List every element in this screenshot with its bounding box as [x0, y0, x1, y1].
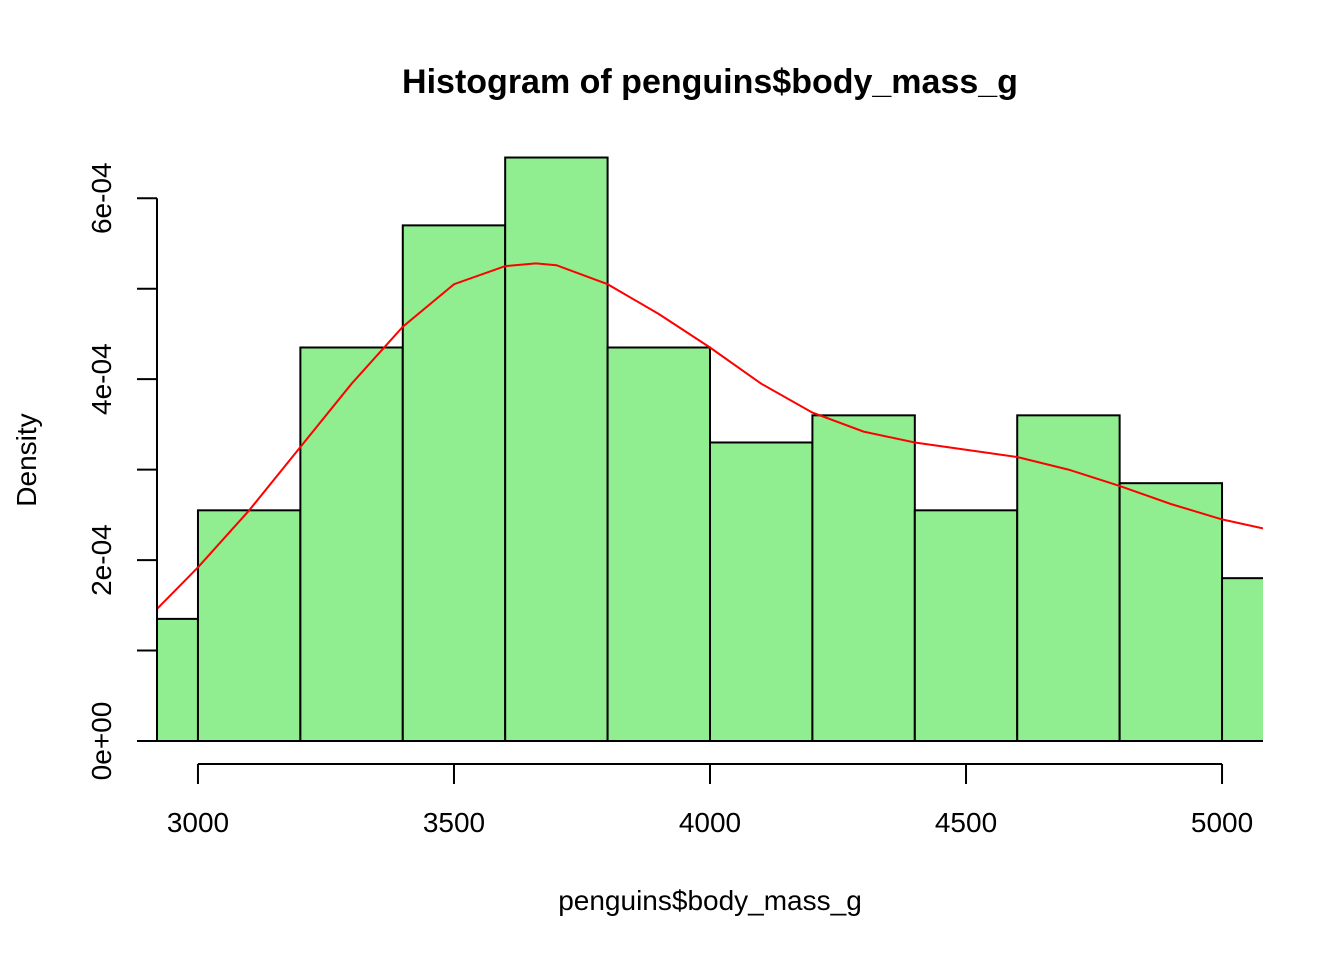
bars-group	[157, 156, 1263, 742]
histogram-bar-5	[606, 346, 711, 742]
y-tick-label: 4e-04	[86, 343, 117, 415]
histogram-bar-1	[196, 509, 302, 742]
histogram-bar-3	[401, 224, 507, 742]
histogram-bar-11	[1221, 577, 1263, 742]
y-tick-label: 6e-04	[86, 162, 117, 234]
x-tick-label: 4500	[935, 807, 997, 838]
density-curve	[157, 262, 1263, 610]
histogram-bar-9	[1016, 414, 1121, 742]
density-curve-group	[157, 262, 1263, 610]
y-axis-label: Density	[11, 413, 42, 506]
x-tick-label: 5000	[1191, 807, 1253, 838]
x-axis: 3000 3500 4000 4500 5000	[167, 763, 1253, 838]
histogram-bar-10	[1118, 482, 1224, 742]
y-axis: 0e+00 2e-04 4e-04 6e-04	[86, 162, 158, 781]
x-axis-label: penguins$body_mass_g	[558, 885, 862, 916]
y-tick-label: 0e+00	[86, 702, 117, 781]
x-tick-label: 4000	[679, 807, 741, 838]
histogram-bar-2	[299, 346, 404, 742]
histogram-bar-7	[811, 414, 916, 742]
histogram-bar-8	[913, 509, 1019, 742]
x-tick-label: 3500	[423, 807, 485, 838]
histogram-bar-4	[504, 156, 609, 742]
y-tick-label: 2e-04	[86, 524, 117, 596]
chart-title: Histogram of penguins$body_mass_g	[402, 63, 1018, 101]
histogram-bar-6	[709, 441, 814, 742]
x-tick-label: 3000	[167, 807, 229, 838]
